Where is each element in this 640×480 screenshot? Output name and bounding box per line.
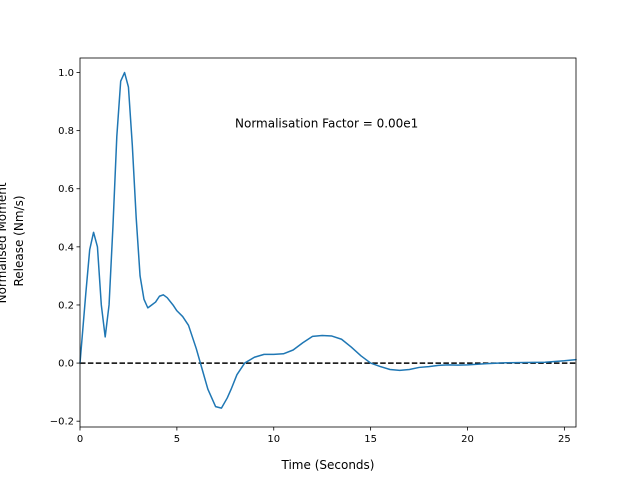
y-axis-label-line-1: Normalised Moment xyxy=(0,182,9,303)
y-tick-label: −0.2 xyxy=(50,417,74,428)
axes-frame xyxy=(79,57,577,428)
series-line-0 xyxy=(79,71,577,409)
y-tick-label: 0.2 xyxy=(58,300,74,311)
x-tick-label: 20 xyxy=(461,434,474,445)
y-tick-label: 0.4 xyxy=(58,242,74,253)
y-axis-label: Normalised Moment Release (Nm/s) xyxy=(0,179,26,304)
y-tick-label: 1.0 xyxy=(58,68,74,79)
axis-ticks: 0 5 10 15 20 25 −0.2 0.0 0.2 0.4 0.6 0.8 1.0 xyxy=(50,68,571,445)
x-tick-label: 10 xyxy=(267,434,280,445)
y-tick-label: 0.0 xyxy=(58,359,74,370)
y-tick-label: 0.6 xyxy=(58,184,74,195)
x-tick-label: 0 xyxy=(77,434,83,445)
y-tick-label: 0.8 xyxy=(58,126,74,137)
x-axis-label: Time (Seconds) xyxy=(281,458,375,472)
y-axis-label-line-2: Release (Nm/s) xyxy=(12,195,26,286)
x-tick-label: 5 xyxy=(174,434,180,445)
x-tick-label: 25 xyxy=(558,434,571,445)
normalisation-annotation: Normalisation Factor = 0.00e1 xyxy=(235,117,418,131)
plot-area xyxy=(79,57,577,428)
x-tick-label: 15 xyxy=(364,434,377,445)
